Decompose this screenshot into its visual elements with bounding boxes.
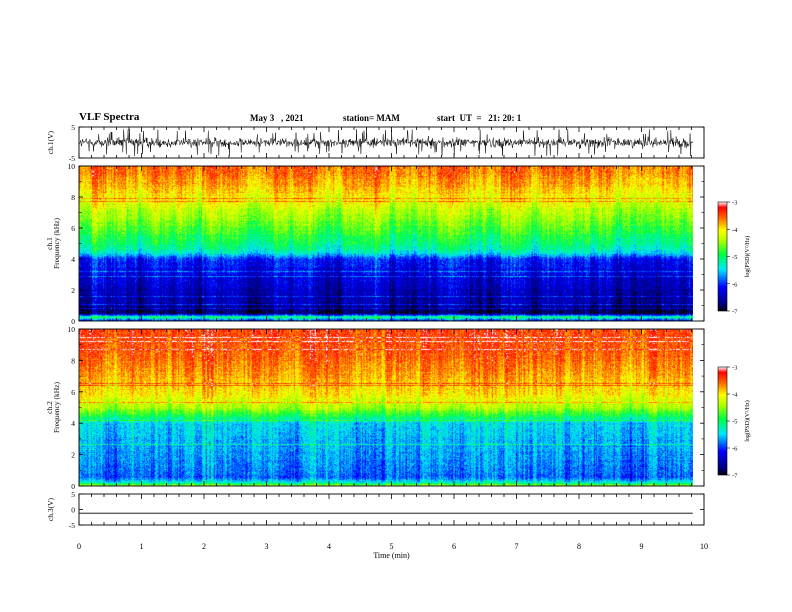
y-tick-label: -5	[69, 521, 75, 530]
y-tick-label: 10	[68, 162, 76, 171]
x-tick-label: 2	[202, 542, 206, 551]
y-tick-label: -5	[69, 154, 75, 163]
y-axis-label: ch.1	[45, 237, 54, 250]
y-axis-label: Frequency (kHz)	[52, 217, 61, 269]
y-tick-label: 6	[71, 388, 75, 397]
colorbar	[717, 366, 728, 476]
x-tick-label: 10	[700, 542, 708, 551]
colorbar-label: log(PSD)(V²/Hz)	[744, 236, 751, 277]
ch2-spectrogram-image	[79, 329, 693, 486]
mark-layer: 5 -5 ch.1(V) -3 -4 -5 -6 -7 log(PSD)(V²/Hz) 0 2 4 6 8…	[45, 123, 751, 560]
colorbar-tick-label: -7	[732, 473, 738, 480]
x-tick-label: 5	[390, 542, 394, 551]
colorbar-tick-label: -5	[732, 419, 737, 426]
x-tick-label: 6	[452, 542, 456, 551]
figure-title: VLF Spectra	[79, 111, 140, 123]
x-tick-label: 4	[327, 542, 331, 551]
y-tick-label: 8	[71, 356, 75, 365]
y-tick-label: 0	[71, 317, 75, 326]
y-tick-label: 2	[71, 286, 75, 295]
y-tick-label: 0	[71, 506, 75, 515]
y-axis-label: ch.3(V)	[46, 497, 55, 521]
y-tick-label: 5	[71, 490, 75, 499]
x-tick-label: 8	[577, 542, 581, 551]
y-tick-label: 4	[71, 419, 75, 428]
y-tick-label: 0	[71, 482, 75, 491]
colorbar	[717, 201, 728, 312]
y-tick-label: 8	[71, 193, 75, 202]
y-axis-label: ch.1(V)	[46, 130, 55, 154]
colorbar-tick-label: -4	[732, 227, 738, 234]
y-tick-label: 5	[71, 123, 75, 132]
colorbar-tick-label: -7	[732, 309, 738, 316]
colorbar-label: log(PSD)(V²/Hz)	[744, 400, 751, 441]
y-axis-label: Frequency (kHz)	[52, 381, 61, 433]
y-axis-label: ch.2	[45, 401, 54, 414]
y-tick-label: 2	[71, 451, 75, 460]
x-tick-label: 1	[140, 542, 144, 551]
ch1-waveform-trace	[78, 128, 694, 157]
x-tick-label: 3	[265, 542, 269, 551]
colorbar-tick-label: -6	[732, 446, 738, 453]
colorbar-tick-label: -6	[732, 281, 738, 288]
start-time-label: start UT = 21: 20: 1	[437, 113, 522, 123]
x-tick-label: 7	[515, 542, 519, 551]
colorbar-tick-label: -4	[732, 392, 738, 399]
date-label: May 3 , 2021	[250, 113, 304, 123]
colorbar-tick-label: -3	[732, 200, 737, 207]
image-layer	[79, 166, 693, 486]
y-tick-label: 10	[68, 325, 76, 334]
x-axis-label: Time (min)	[373, 551, 410, 560]
colorbar-tick-label: -5	[732, 254, 737, 261]
x-tick-label: 9	[640, 542, 644, 551]
x-tick-label: 0	[77, 542, 81, 551]
colorbar-tick-label: -3	[732, 365, 737, 372]
y-tick-label: 4	[71, 255, 75, 264]
station-label: station= MAM	[343, 113, 400, 123]
y-tick-label: 6	[71, 224, 75, 233]
ch1-spectrogram-image	[79, 166, 693, 321]
